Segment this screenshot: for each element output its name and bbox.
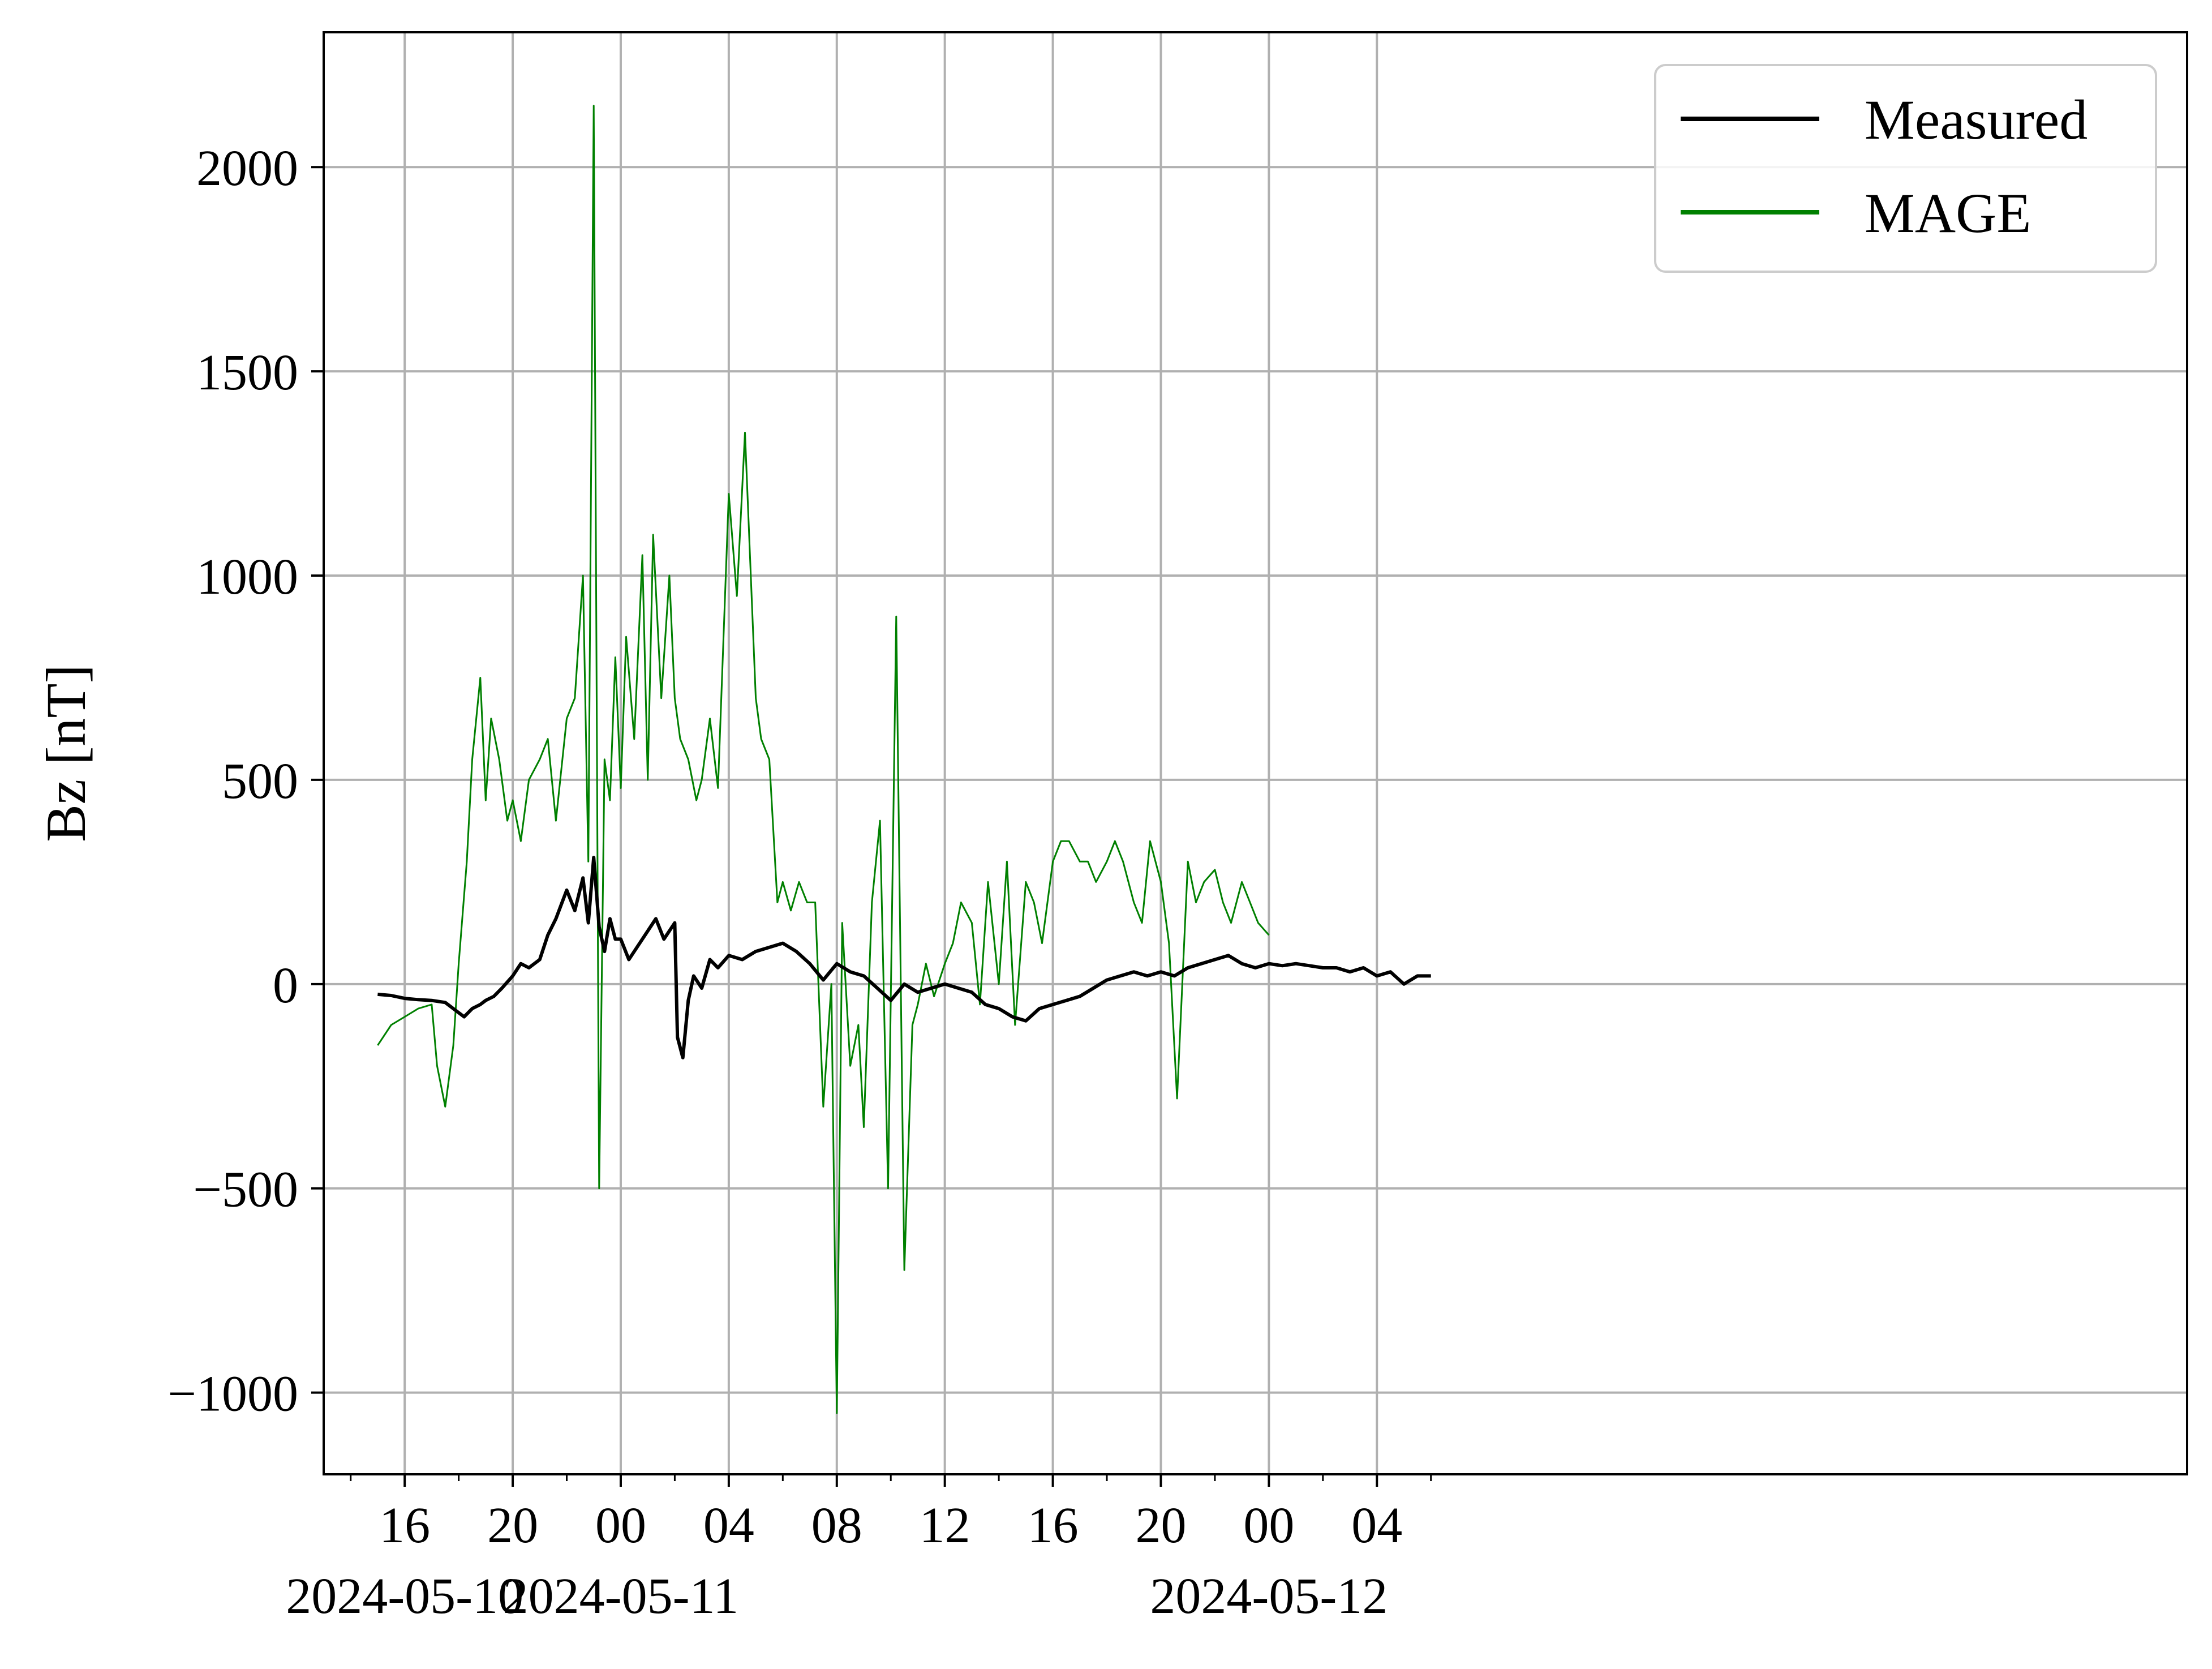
x-date-label-2: 2024-05-11: [503, 1568, 739, 1624]
y-tick-label-1: −500: [193, 1162, 298, 1218]
grid-lines: [324, 32, 2187, 1474]
x-tick-label-8: 00: [1243, 1498, 1294, 1554]
y-tick-label-4: 1000: [196, 549, 298, 605]
y-tick-label-6: 2000: [196, 140, 298, 196]
x-axis: 16 2024-05-10 20 00 2024-05-11 04 08 12 16 20 00 20…: [286, 1474, 1432, 1624]
x-tick-label-3: 04: [703, 1498, 754, 1554]
x-tick-label-1: 20: [487, 1498, 538, 1554]
series-line-measured: [377, 856, 1431, 1059]
y-axis-label: Bz [nT]: [35, 664, 97, 842]
series-layer: [377, 105, 1431, 1414]
y-tick-label-3: 500: [222, 753, 298, 809]
plot-frame: [323, 31, 2188, 1475]
x-tick-label-7: 20: [1135, 1498, 1186, 1554]
legend-label-mage: MAGE: [1865, 182, 2031, 244]
y-axis: −1000 −500 0 500 1000 1500 2000: [167, 140, 324, 1422]
y-tick-label-5: 1500: [196, 345, 298, 401]
x-tick-label-4: 08: [811, 1498, 862, 1554]
x-date-label-0: 2024-05-10: [286, 1568, 523, 1624]
y-tick-label-2: 0: [273, 958, 298, 1014]
x-tick-label-5: 12: [920, 1498, 970, 1554]
x-tick-label-6: 16: [1028, 1498, 1079, 1554]
legend: Measured MAGE: [1654, 64, 2157, 273]
x-tick-label-2: 00: [595, 1498, 646, 1554]
x-tick-label-0: 16: [379, 1498, 430, 1554]
y-tick-label-0: −1000: [167, 1366, 298, 1422]
series-line-mage: [377, 105, 1270, 1414]
x-date-label-8: 2024-05-12: [1150, 1568, 1388, 1624]
x-tick-label-9: 04: [1351, 1498, 1402, 1554]
legend-label-measured: Measured: [1865, 88, 2088, 151]
